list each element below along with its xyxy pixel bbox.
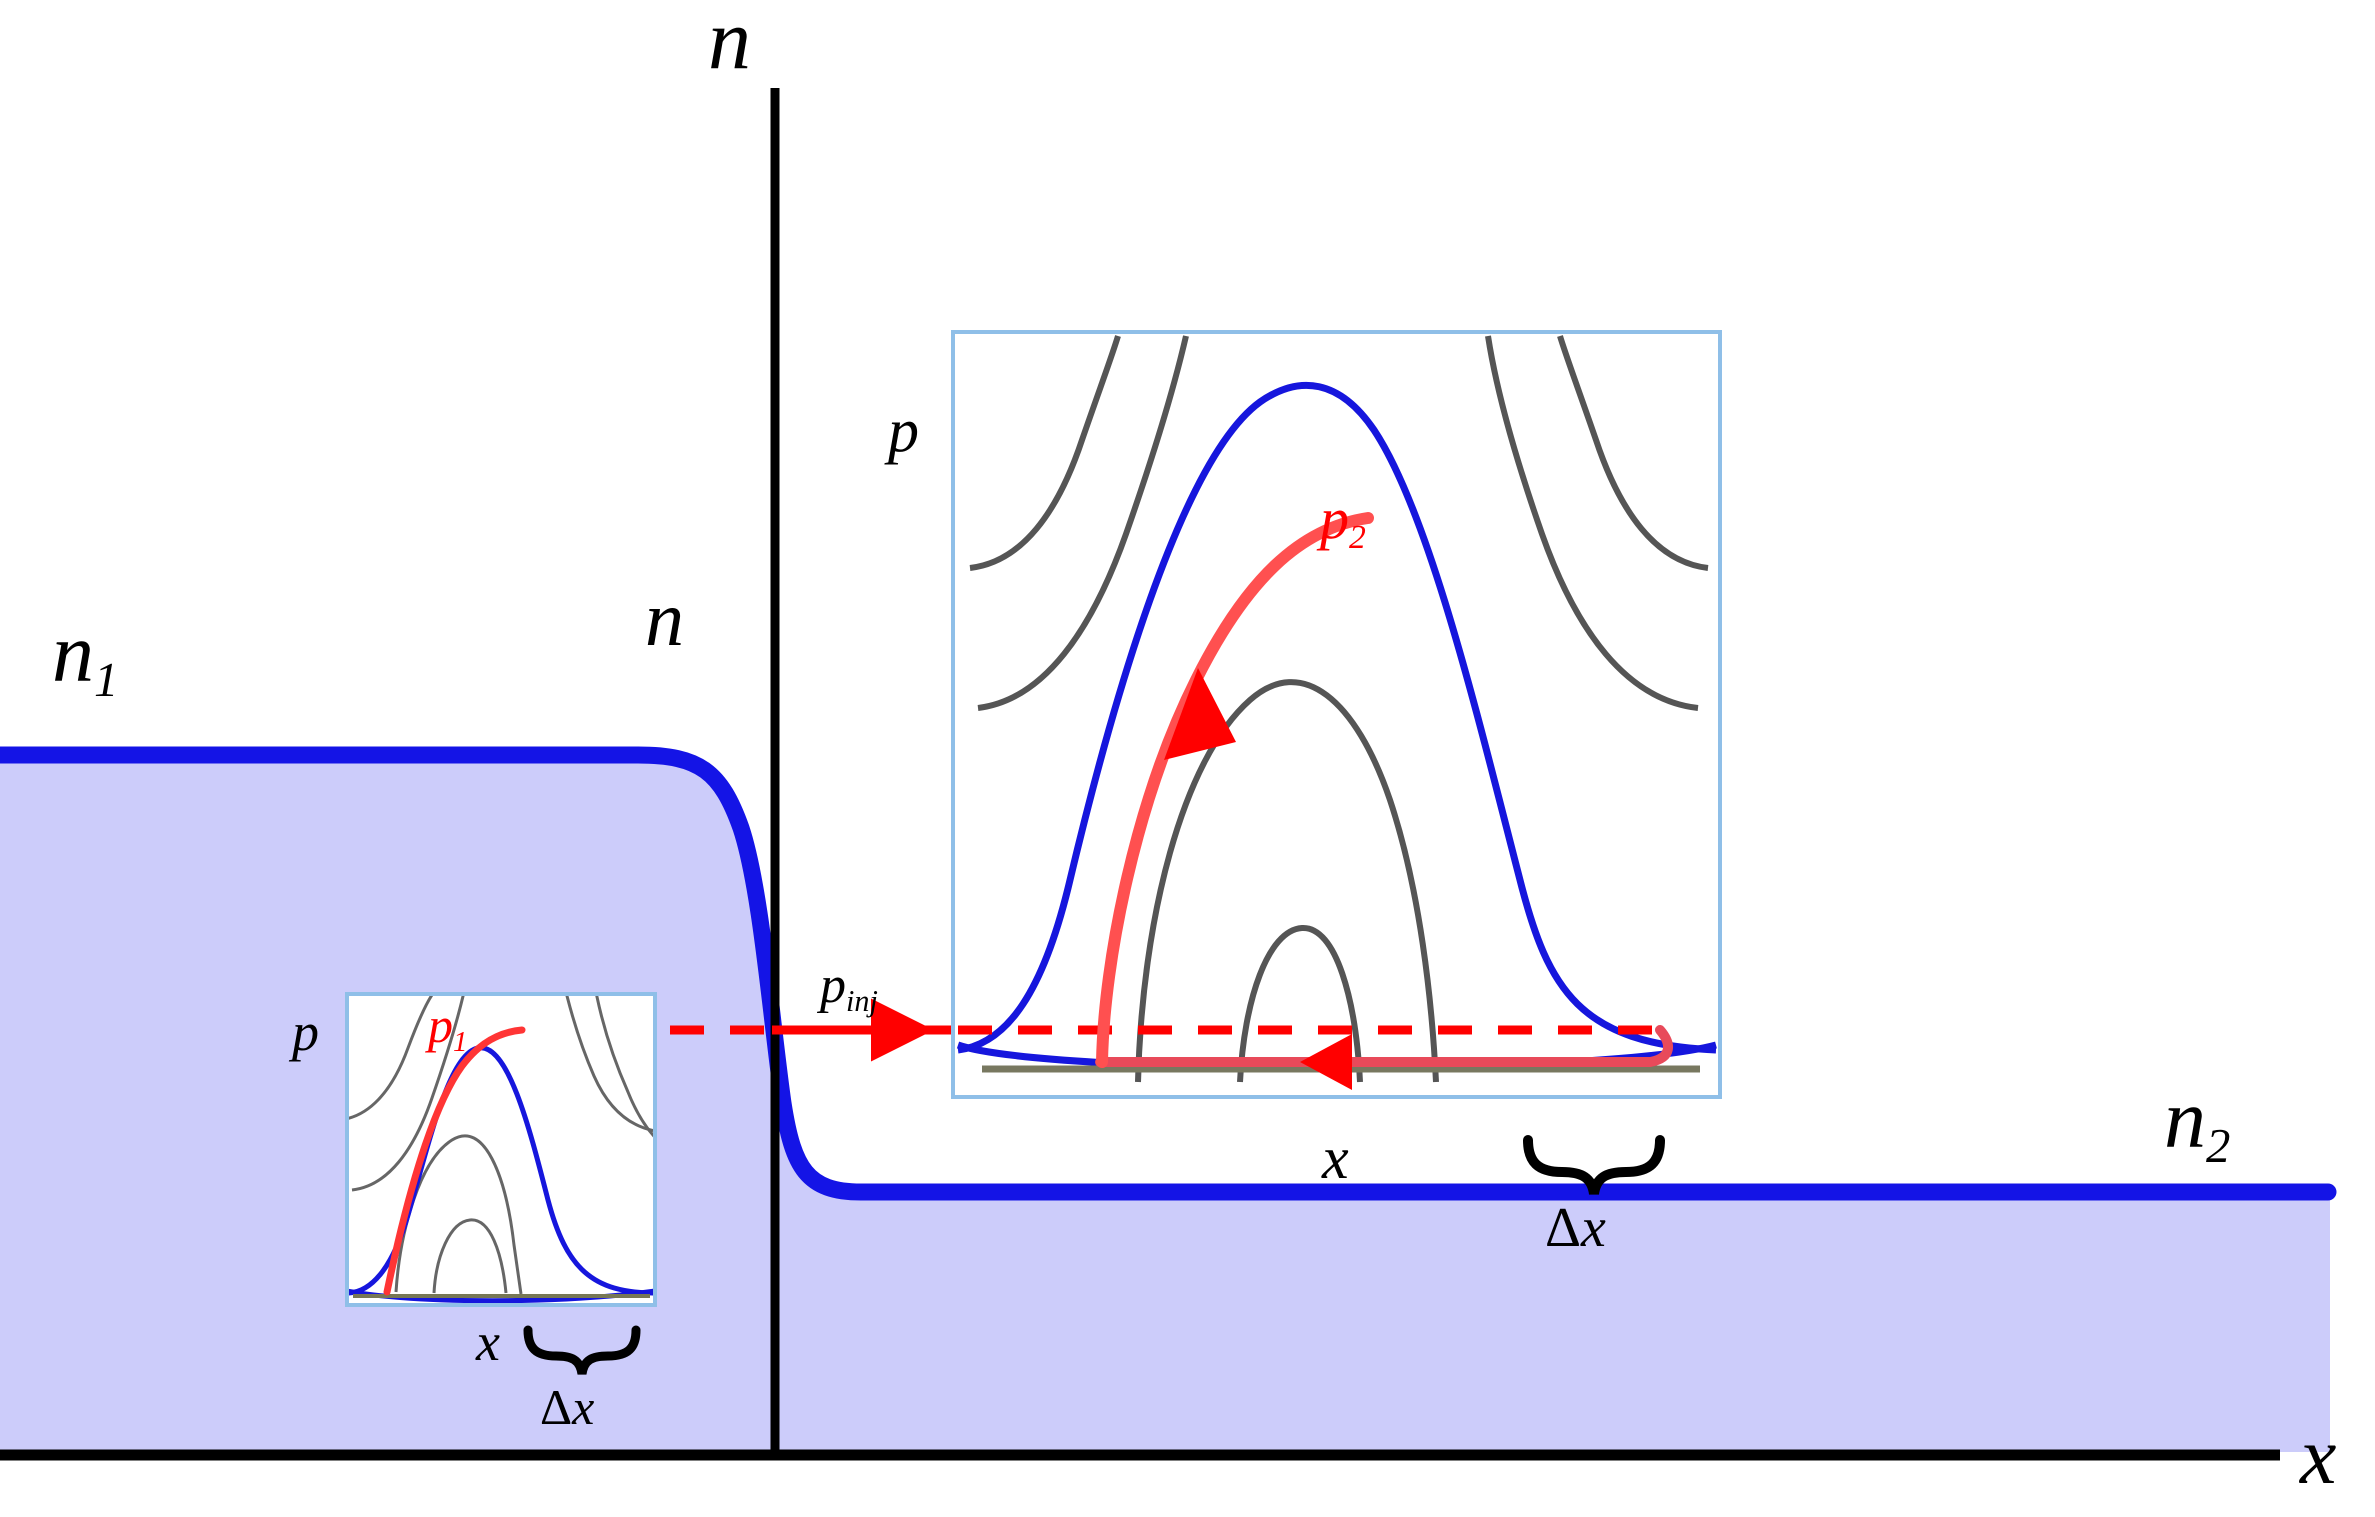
large-inset-delta-x-label: Δx [1545,1200,1606,1256]
large-inset-trajectory-label: p2 [1320,490,1366,555]
x-axis-label: x [2300,1410,2337,1501]
large-inset-group [951,330,1722,1099]
large-inset-separatrix [957,381,1717,1054]
large-delta-var: x [1581,1197,1606,1259]
small-inset-trajectory [383,1026,526,1296]
density-curve-label: n [645,575,684,662]
large-inset-background [951,330,1722,1099]
small-inset-contour [565,996,653,1132]
large-inset-delta-x-bracket [1523,1135,1665,1195]
small-delta-var: x [572,1379,595,1435]
large-inset-contour [969,335,1121,571]
small-delta-symbol: Δ [540,1379,573,1435]
large-delta-symbol: Δ [1545,1197,1582,1259]
right-plateau-label: n2 [2164,1078,2230,1170]
axes-group [0,88,2280,1461]
density-profile-line [0,746,2337,1201]
small-traj-base: p [428,997,453,1053]
left-plateau-base: n [52,607,94,700]
injection-momentum-label: pinj [820,957,878,1017]
small-inset-contour [432,1218,508,1294]
large-inset-contour [1485,335,1699,711]
right-plateau-sub: 2 [2206,1118,2231,1173]
small-inset-delta-x-bracket [523,1325,641,1375]
small-inset-contour [351,996,465,1192]
small-traj-sub: 1 [453,1025,468,1058]
large-inset-contour [977,335,1189,711]
large-traj-base: p [1320,486,1349,551]
small-inset-x-axis-label: x [476,1312,500,1372]
small-inset-delta-x-label: Δx [540,1382,594,1432]
large-traj-sub: 2 [1349,519,1366,557]
left-plateau-label: n1 [52,612,118,704]
large-inset-p-axis-label: p [888,397,919,465]
large-inset-contour [1557,335,1709,571]
large-inset-return-arrowhead [1300,1034,1352,1090]
small-inset-trajectory-label: p1 [428,997,468,1056]
large-inset-trajectory-arrowhead [1164,668,1236,760]
small-inset-contour [595,996,653,1138]
left-plateau-sub: 1 [94,652,119,707]
large-inset-contour [1135,679,1439,1083]
large-inset-x-axis-label: x [1322,1125,1349,1191]
small-inset-p-axis-label: p [292,1002,319,1062]
right-plateau-base: n [2164,1073,2206,1166]
large-inset-contour [1237,924,1363,1083]
injection-sub: inj [846,984,878,1019]
small-inset-group [345,992,657,1307]
small-inset-contour [349,996,434,1120]
y-axis-label: n [708,0,751,87]
large-inset-return-path [1095,1025,1673,1067]
injection-base: p [820,957,846,1014]
